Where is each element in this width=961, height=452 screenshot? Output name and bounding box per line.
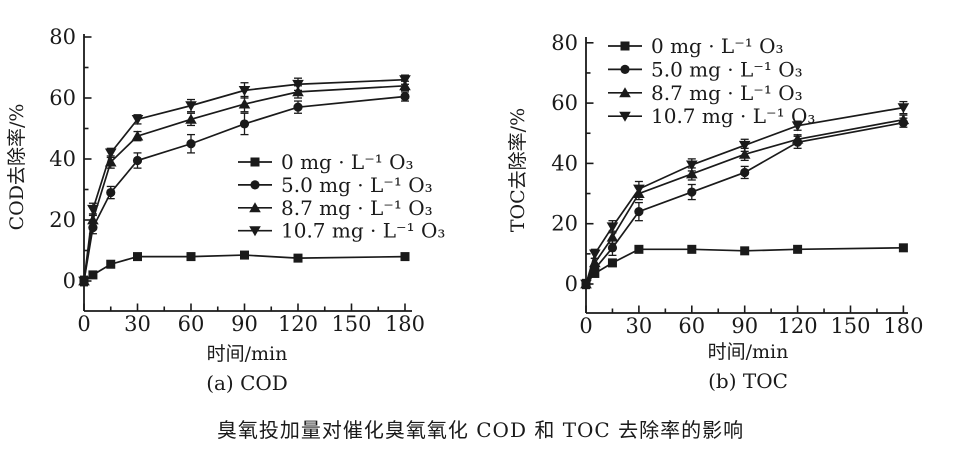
svg-text:0: 0 [579,314,592,338]
cod-chart: 0 20 40 60 80 0 30 60 90 120 150 180 COD去除率/% 时间/min (… [6,25,445,395]
svg-text:60: 60 [678,314,705,338]
legend-label: 5.0 mg · L⁻¹ O₃ [281,173,433,197]
series-3 [580,100,910,290]
svg-text:60: 60 [551,91,578,115]
svg-text:180: 180 [883,314,923,338]
svg-text:90: 90 [731,314,758,338]
svg-text:80: 80 [49,25,76,49]
svg-text:80: 80 [551,31,578,55]
series-3 [78,74,411,287]
svg-text:20: 20 [49,208,76,232]
chart-subtitle: (a) COD [206,371,288,395]
svg-text:30: 30 [124,312,151,336]
x-axis-label: 时间/min [708,341,789,363]
tick-labels: 0 20 40 60 80 0 30 60 90 120 150 180 [551,31,923,338]
chart-subtitle: (b) TOC [708,369,788,393]
axes [83,34,412,312]
svg-text:0: 0 [77,312,90,336]
legend: 0 mg · L⁻¹ O₃5.0 mg · L⁻¹ O₃8.7 mg · L⁻¹… [608,34,815,128]
legend-label: 0 mg · L⁻¹ O₃ [651,34,784,58]
svg-text:90: 90 [231,312,258,336]
svg-text:60: 60 [49,86,76,110]
series-0 [581,243,908,289]
svg-text:150: 150 [830,314,870,338]
series-2 [78,80,411,287]
series-0 [79,250,410,286]
series-line [83,84,406,282]
x-axis-label: 时间/min [207,343,288,365]
toc-chart: 0 20 40 60 80 0 30 60 90 120 150 180 TOC去除率/% 时间/min (… [507,31,923,393]
legend-label: 5.0 mg · L⁻¹ O₃ [651,57,803,81]
svg-text:30: 30 [626,314,653,338]
tick-labels: 0 20 40 60 80 0 30 60 90 120 150 180 [49,25,425,336]
y-axis-label: TOC去除率/% [507,108,529,232]
series-line [585,106,904,285]
svg-text:180: 180 [385,312,425,336]
figure-caption: 臭氧投加量对催化臭氧氧化 COD 和 TOC 去除率的影响 [216,418,745,442]
ticks [83,36,406,311]
ticks [585,41,905,313]
legend-label: 8.7 mg · L⁻¹ O₃ [281,196,433,220]
svg-text:20: 20 [551,212,578,236]
svg-text:0: 0 [63,269,76,293]
svg-text:40: 40 [49,147,76,171]
svg-text:120: 120 [778,314,818,338]
legend-label: 0 mg · L⁻¹ O₃ [281,150,414,174]
legend: 0 mg · L⁻¹ O₃5.0 mg · L⁻¹ O₃8.7 mg · L⁻¹… [238,150,445,243]
svg-text:40: 40 [551,151,578,175]
legend-label: 10.7 mg · L⁻¹ O₃ [651,104,815,128]
legend-label: 8.7 mg · L⁻¹ O₃ [651,81,803,105]
svg-text:120: 120 [278,312,318,336]
svg-text:0: 0 [565,272,578,296]
error-bars [582,100,908,290]
svg-text:150: 150 [331,312,371,336]
y-axis-label: COD去除率/% [6,104,28,231]
svg-text:60: 60 [178,312,205,336]
series-line [83,78,406,282]
legend-label: 10.7 mg · L⁻¹ O₃ [281,219,445,243]
